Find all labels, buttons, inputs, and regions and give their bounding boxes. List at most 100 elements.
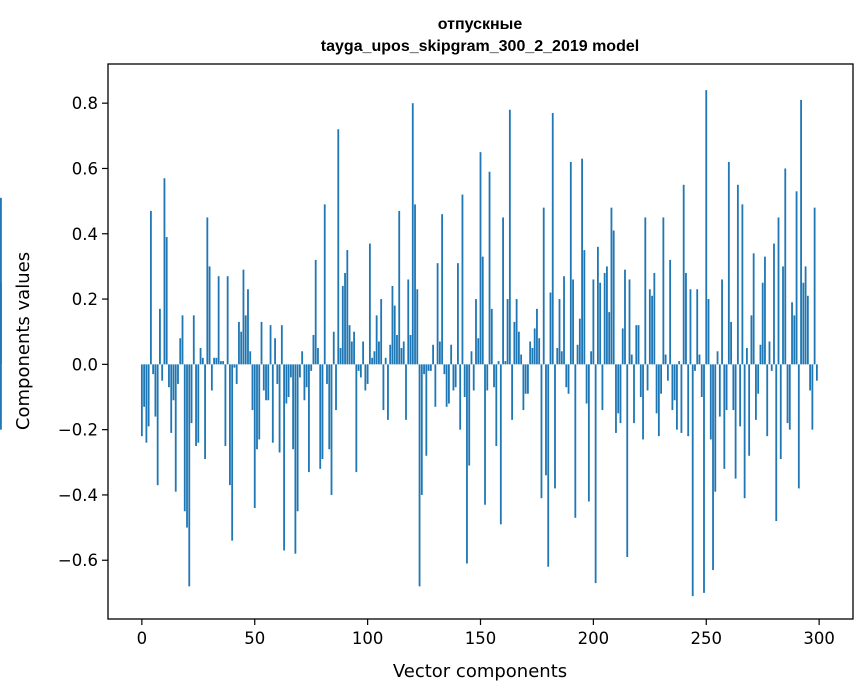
bar-39 [229,364,231,486]
bar-175 [536,308,538,365]
bar-219 [635,325,638,365]
bar-176 [538,338,541,365]
bar-158 [497,361,500,365]
bar-31 [210,364,213,391]
bar-96 [357,364,360,371]
bar-299 [815,364,818,381]
y-tick-label: 0.2 [72,290,98,309]
bar-168 [520,354,523,365]
bar-128 [429,364,432,371]
bar-267 [743,364,746,499]
bar-160 [502,217,504,365]
bar-142 [461,194,464,365]
bar-211 [617,364,620,414]
bar-77 [314,259,317,365]
bar-250 [705,90,708,365]
bar-294 [804,266,807,365]
bar-73 [305,364,308,388]
bar-215 [626,364,629,557]
bar-8 [159,308,161,365]
bar-281 [775,364,778,522]
bar-13 [170,364,173,433]
bar-28 [204,364,206,460]
bar-100 [366,364,369,384]
bar-3 [147,364,150,427]
bar-225 [648,289,651,365]
bar-26 [199,348,202,365]
bar-123 [418,364,421,587]
bar-226 [651,295,653,365]
y-axis-label: Components values [13,252,34,430]
bar-92 [348,325,351,365]
bar-17 [179,338,182,365]
bar-193 [576,344,579,365]
bar-22 [190,364,193,424]
bar-81 [323,204,326,365]
bar-135 [445,364,448,407]
bar-268 [745,348,748,365]
bar-127 [427,364,430,371]
bar-208 [610,207,613,365]
bar-257 [721,279,723,365]
bar-218 [633,364,635,424]
bar-228 [655,364,658,414]
bar-156 [493,364,495,388]
y-tick-label: −0.4 [58,486,98,505]
bar-69 [296,364,299,512]
bar-245 [694,364,696,371]
bar-264 [736,184,739,365]
bar-196 [583,250,586,365]
bar-40 [231,364,234,541]
bar-34 [217,276,220,365]
bar-146 [470,351,473,365]
bar-149 [477,338,480,365]
bar-274 [759,344,762,365]
y-tick-label: 0.8 [72,94,98,113]
bar-222 [642,364,644,440]
bar-280 [773,243,775,365]
bar-84 [330,364,333,495]
bar-279 [770,364,773,371]
bar-198 [587,364,590,502]
bar-189 [567,364,570,394]
bar-247 [698,354,701,365]
bar-182 [551,112,554,365]
bar-82 [326,364,328,384]
bar-45 [242,269,245,365]
bar-236 [673,364,676,401]
bar-14 [172,364,175,401]
bar-262 [732,364,735,411]
bar-120 [411,103,414,365]
bar-288 [791,302,793,365]
bar-122 [416,289,419,365]
bar-263 [734,364,737,479]
y-tick-label: −0.2 [58,421,98,440]
bar-107 [382,364,385,411]
bar-229 [657,364,660,437]
bar-147 [472,364,475,391]
bar-18 [181,315,184,365]
bar-190 [569,161,572,365]
bar-133 [441,214,444,365]
bar-9 [161,364,164,381]
bar-79 [319,364,322,469]
bar-252 [709,364,712,440]
bar-286 [786,364,789,424]
bar-180 [547,364,550,567]
bar-126 [425,364,428,456]
bar-187 [563,276,565,365]
bar-249 [703,364,705,593]
bar-57 [269,325,272,365]
bar-29 [206,217,209,365]
bar-16 [177,364,179,384]
bar-251 [707,299,710,365]
bar-145 [468,364,471,466]
bar-192 [574,364,577,518]
bar-72 [303,364,306,401]
bar-99 [364,364,367,391]
bar-91 [346,250,349,365]
plot-frame [107,63,854,620]
bar-282 [777,217,780,365]
bar-137 [450,344,453,365]
bar-213 [621,328,624,365]
